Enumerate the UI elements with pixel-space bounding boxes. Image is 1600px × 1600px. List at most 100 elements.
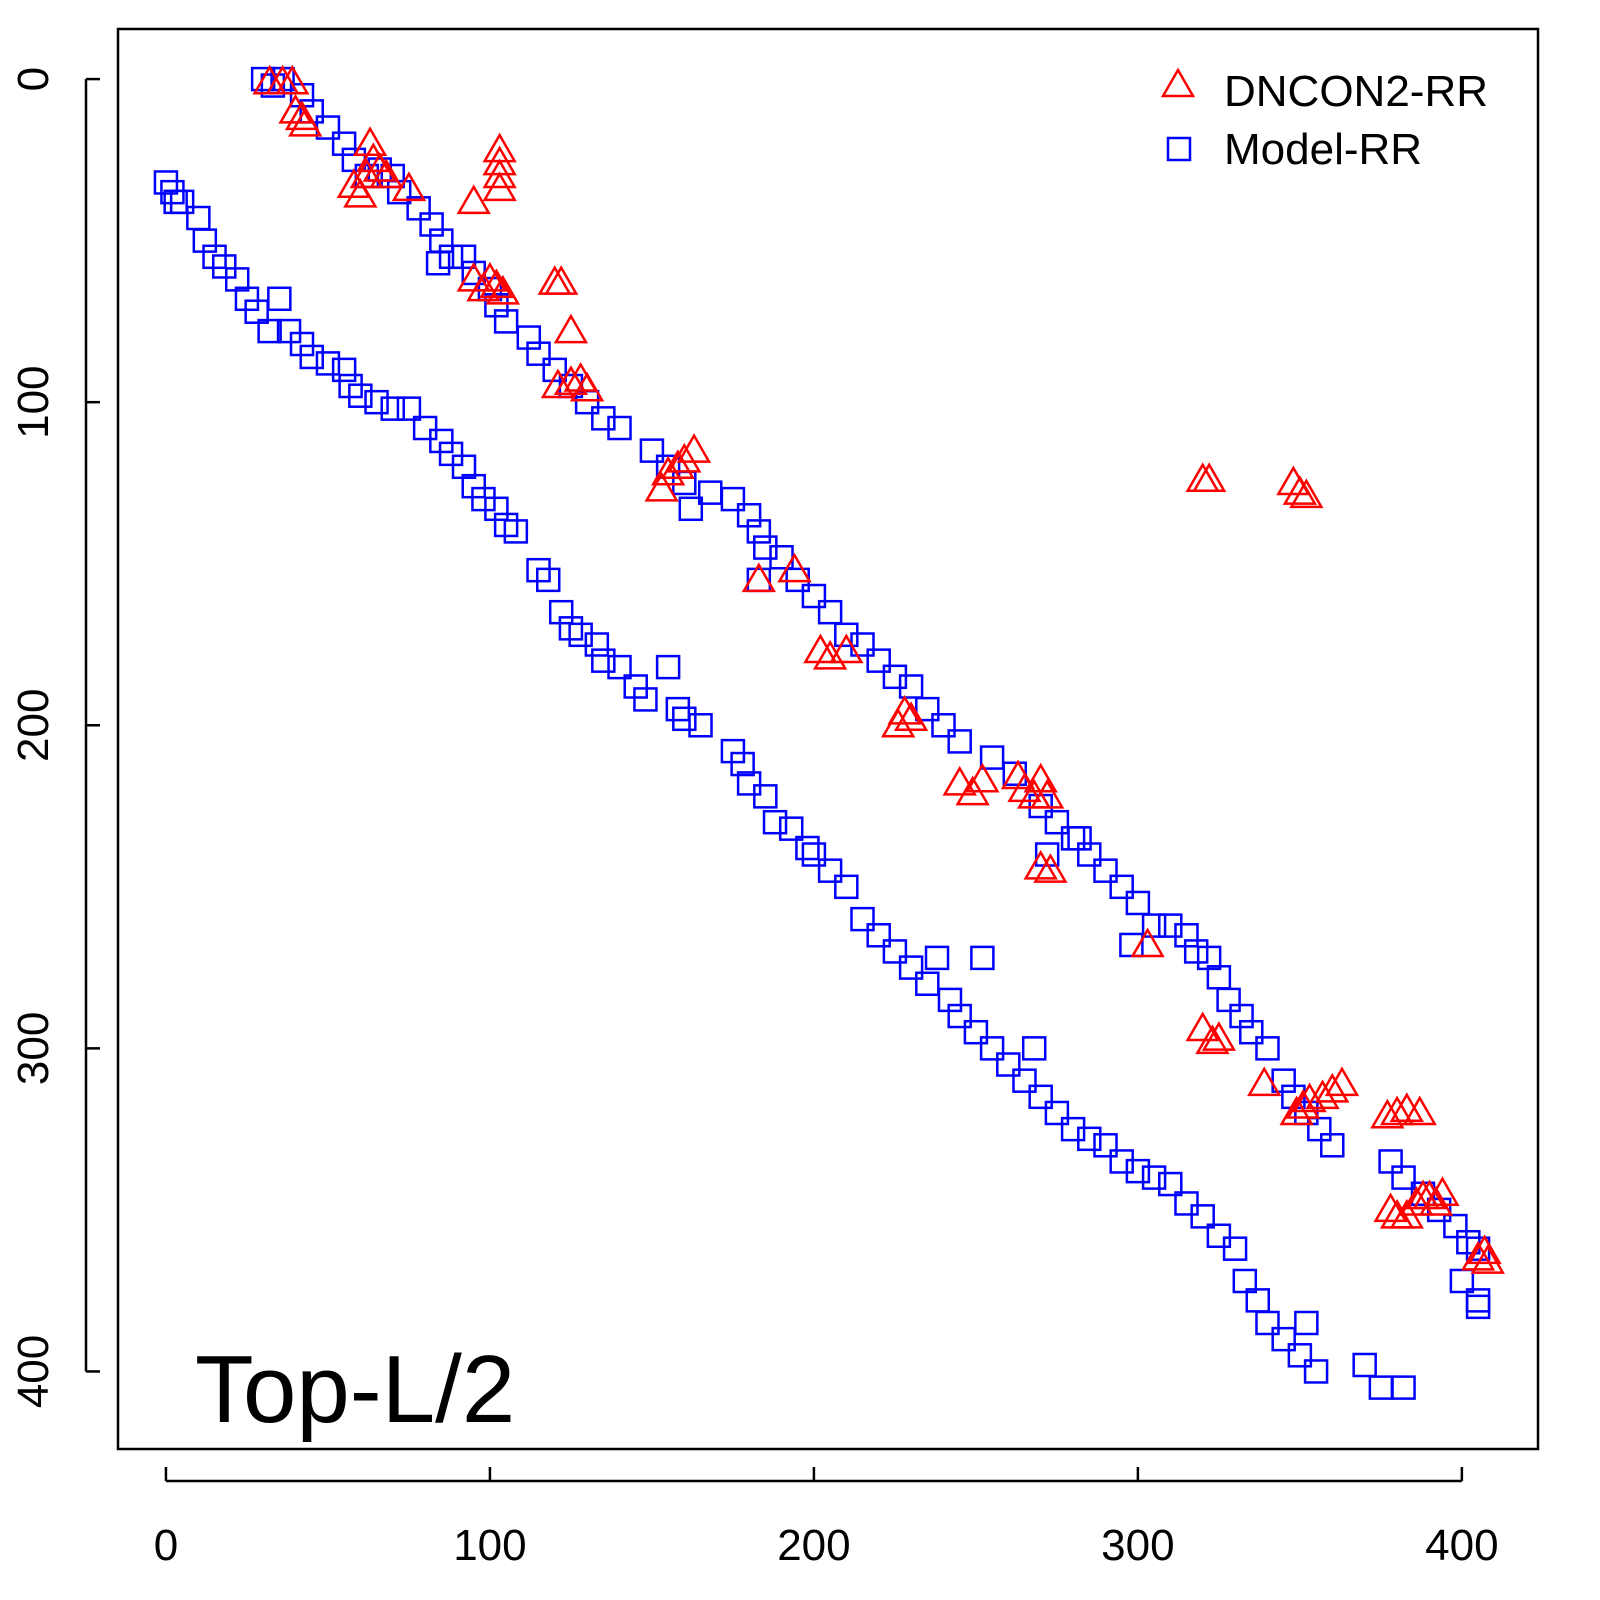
model-rr-point [202, 244, 227, 270]
model-rr-point [1174, 923, 1199, 948]
model-rr-point [924, 945, 950, 971]
model-rr-point [493, 512, 519, 538]
model-rr-point [947, 1003, 972, 1029]
x-tick-label: 200 [777, 1521, 850, 1570]
model-rr-point [338, 373, 363, 399]
model-rr-point [730, 751, 755, 777]
model-rr-point [438, 441, 464, 467]
model-rr-point [257, 318, 282, 344]
model-rr-point [1044, 809, 1070, 835]
model-rr-point [406, 196, 431, 221]
dncon2-rr-point [1030, 778, 1065, 809]
model-rr-point [937, 987, 963, 1013]
model-rr-point [898, 955, 924, 980]
model-rr-point [1206, 1223, 1232, 1249]
dncon2-rr-point [1191, 462, 1227, 492]
model-rr-point [1222, 1236, 1248, 1261]
model-rr-point [1294, 1310, 1319, 1336]
model-rr-point [451, 244, 477, 270]
dncon2-rr-point [1195, 1024, 1230, 1055]
model-rr-point [979, 1036, 1005, 1061]
model-rr-point [250, 66, 276, 92]
model-rr-point [623, 674, 648, 699]
model-rr-point [1067, 826, 1092, 851]
model-rr-point [153, 170, 179, 195]
dncon2-rr-point [1460, 1240, 1496, 1271]
model-rr-point [276, 318, 302, 344]
dncon2-rr-point [278, 93, 313, 124]
model-rr-point [665, 696, 691, 722]
model-rr-point [1378, 1149, 1403, 1174]
dncon2-rr-point [644, 471, 679, 502]
model-rr-point [1141, 1165, 1167, 1190]
model-rr-point [535, 567, 561, 593]
dncon2-rr-point [479, 268, 514, 299]
model-rr-point [493, 309, 519, 334]
model-rr-point [834, 622, 859, 648]
axes: 0 100 200 300 400 0 100 200 300 400 [9, 67, 1499, 1570]
model-rr-point [267, 286, 292, 312]
legend-label-dncon2: DNCON2-RR [1224, 67, 1488, 116]
model-rr-point [1190, 1204, 1215, 1229]
model-rr-point [299, 344, 324, 370]
dncon2-rr-point [472, 261, 508, 292]
model-rr-point [678, 496, 704, 522]
dncon2-rr-point [965, 762, 1000, 793]
dncon2-rr-point [893, 701, 929, 732]
dncon2-rr-point [1467, 1234, 1502, 1265]
model-rr-point [1021, 1036, 1047, 1061]
model-rr-point [1028, 1084, 1053, 1110]
model-rr-point [931, 713, 956, 738]
model-rr-point [1216, 987, 1241, 1013]
x-tick-label: 100 [453, 1521, 526, 1570]
y-tick-label: 300 [9, 1012, 58, 1085]
dncon2-rr-point [1399, 1185, 1434, 1216]
model-rr-point [801, 583, 827, 609]
y-tick-label: 0 [9, 67, 58, 91]
model-rr-point [736, 771, 762, 796]
model-rr-point [484, 496, 509, 522]
dncon2-rr-point [369, 158, 404, 189]
dncon2-rr-point [456, 184, 491, 215]
model-rr-point [866, 648, 891, 673]
dncon2-rr-point [553, 313, 589, 344]
dncon2-rr-point [1373, 1192, 1408, 1223]
model-rr-point [160, 179, 185, 205]
dncon2-rr-point [829, 633, 864, 664]
model-rr-point [762, 809, 788, 835]
dncon2-rr-point [1185, 1011, 1220, 1042]
plot-frame [116, 27, 1540, 1451]
model-rr-point [331, 131, 357, 156]
model-rr-point [1368, 1375, 1394, 1400]
model-rr-point [1077, 1126, 1102, 1152]
model-rr-point [438, 244, 464, 270]
model-rr-point [1183, 939, 1209, 964]
model-rr-point [1196, 945, 1222, 971]
model-rr-point [795, 835, 820, 861]
dncon2-rr-point [1033, 853, 1068, 883]
dncon2-rr-point [343, 177, 378, 208]
dncon2-rr-point [676, 433, 712, 463]
model-rr-point [1093, 858, 1118, 883]
model-rr-point [380, 396, 405, 421]
model-rr-point [947, 729, 972, 754]
model-rr-point [461, 473, 486, 499]
dncon2-rr-point [667, 442, 702, 473]
dncon2-rr-point [1402, 1095, 1437, 1126]
model-rr-point [568, 622, 593, 648]
model-rr-point [778, 816, 804, 841]
model-rr-point [834, 874, 859, 900]
model-rr-point [186, 205, 211, 231]
model-rr-point [192, 228, 218, 253]
model-rr-point [1077, 842, 1102, 867]
legend-triangle-marker [1160, 67, 1196, 98]
model-rr-point [1287, 1343, 1313, 1368]
model-rr-point [331, 357, 357, 383]
legend-label-model: Model-RR [1224, 125, 1422, 174]
model-rr-point [584, 632, 610, 657]
model-rr-point [224, 267, 250, 292]
model-rr-point [688, 713, 713, 738]
model-rr-point [315, 351, 341, 376]
model-rr-point [1093, 1133, 1118, 1158]
